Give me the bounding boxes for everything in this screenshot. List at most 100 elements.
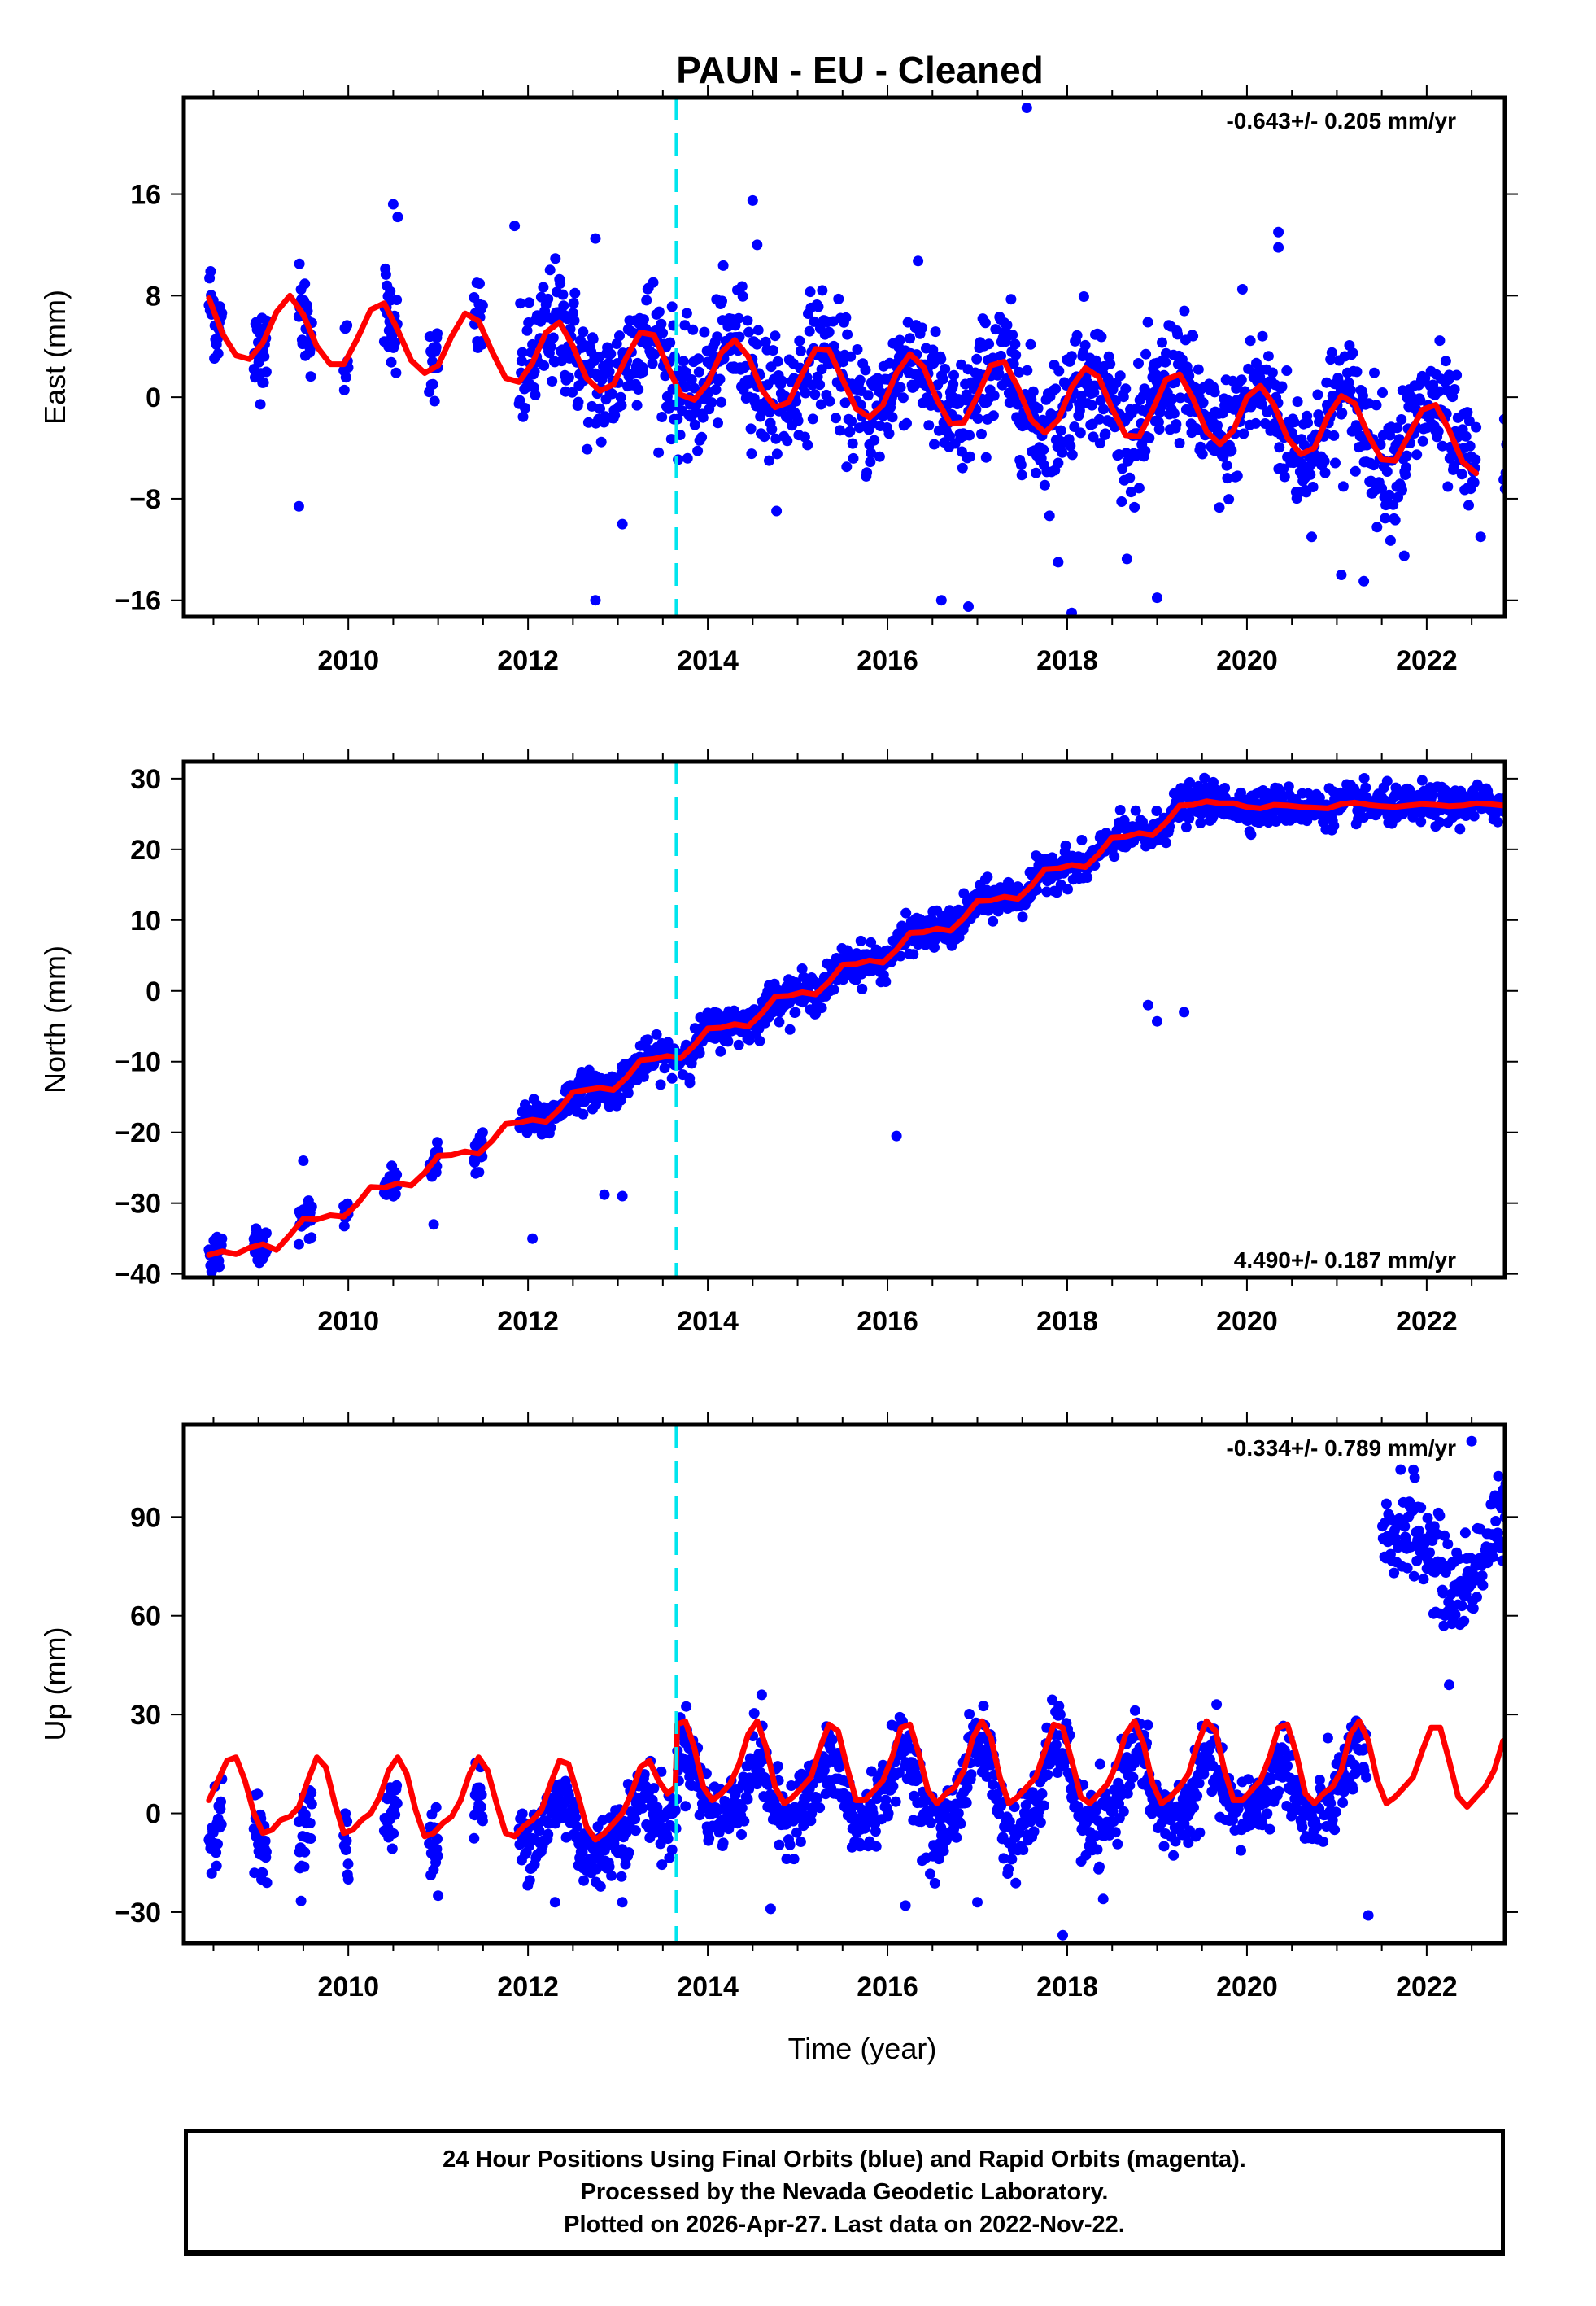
observation-point [1325, 1797, 1337, 1809]
panel-frame [181, 759, 1507, 1280]
observation-point [745, 423, 757, 435]
x-tick-label: 2016 [857, 1306, 918, 1337]
observation-point [1179, 305, 1190, 317]
observation-point [1166, 393, 1178, 404]
observation-point [1140, 348, 1152, 360]
outlier-point [1066, 607, 1077, 617]
observation-point [616, 400, 627, 411]
observation-point [390, 1189, 401, 1200]
observation-point [1109, 851, 1120, 863]
observation-point [1193, 364, 1204, 375]
observation-point [390, 337, 401, 348]
observation-point [630, 1814, 641, 1825]
observation-point [338, 1221, 350, 1232]
observation-point [1292, 396, 1303, 408]
observation-point [978, 1701, 989, 1712]
observation-point [1122, 1788, 1133, 1799]
observation-point [870, 1826, 881, 1837]
observation-point [1399, 1521, 1411, 1532]
observation-point [938, 1845, 949, 1857]
observation-point [391, 295, 403, 305]
observation-point [1010, 1877, 1022, 1889]
observation-point [1474, 0, 1485, 6]
observation-point [1498, 0, 1508, 6]
observation-point [983, 338, 995, 350]
observation-point [742, 315, 753, 326]
observation-point [651, 1029, 662, 1040]
observation-point [1401, 450, 1412, 461]
observation-point [260, 1228, 272, 1238]
outlier-point [1021, 103, 1032, 113]
observation-point [665, 337, 676, 348]
observation-point [833, 293, 844, 304]
observation-point [656, 1859, 668, 1871]
observation-point [659, 1063, 670, 1074]
observation-point [662, 1833, 674, 1845]
observation-point [781, 1854, 792, 1864]
observation-point [880, 1794, 892, 1806]
observation-point [1226, 445, 1237, 456]
observation-point [1142, 317, 1153, 328]
observation-point [1161, 837, 1171, 849]
observation-point [1075, 427, 1086, 439]
observation-point [1036, 1788, 1048, 1799]
observation-point [961, 1797, 972, 1808]
observation-point [633, 384, 644, 395]
observation-point [260, 1846, 272, 1858]
observation-point [1079, 339, 1091, 351]
observation-point [733, 1039, 744, 1050]
observation-point [1473, 0, 1484, 6]
observation-point [1219, 783, 1231, 793]
observation-point [1484, 0, 1494, 6]
observation-point [712, 331, 723, 343]
observation-point [770, 330, 781, 342]
observation-point [630, 1825, 641, 1837]
observation-point [306, 1787, 317, 1798]
observation-point [1491, 0, 1502, 6]
observation-point [1442, 481, 1454, 492]
observation-point [847, 438, 858, 449]
observation-point [216, 1796, 226, 1807]
observation-point [981, 1771, 992, 1782]
x-tick-label: 2016 [857, 645, 918, 676]
outlier-point [1475, 531, 1486, 543]
observation-point [1257, 330, 1268, 342]
observation-point [1444, 369, 1454, 381]
observation-point [669, 1805, 681, 1816]
observation-point [521, 325, 533, 336]
observation-point [1437, 440, 1448, 452]
observation-point [1060, 840, 1071, 851]
observation-point [206, 1867, 217, 1879]
observation-point [752, 325, 764, 336]
observation-point [697, 412, 709, 423]
observation-point [1214, 502, 1225, 513]
observation-point [1380, 513, 1391, 524]
observation-point [342, 1198, 353, 1209]
observation-point [390, 367, 402, 378]
observation-point [1269, 418, 1280, 430]
observation-point [680, 382, 691, 393]
observation-point [799, 431, 810, 443]
observation-point [1360, 782, 1371, 793]
observation-point [925, 1817, 936, 1828]
observation-point [788, 1854, 800, 1865]
observation-point [1195, 818, 1206, 828]
observation-point [933, 1854, 944, 1865]
observation-point [692, 445, 704, 456]
observation-point [1212, 420, 1223, 431]
observation-point [913, 255, 924, 267]
observation-point [1415, 395, 1426, 406]
outlier-point [1398, 550, 1410, 561]
observation-point [386, 1843, 398, 1854]
observation-point [944, 430, 955, 442]
panel-north: 2010 2012 2014 2016 2018 2020 20223020100−10−2… [38, 749, 1518, 1337]
observation-point [530, 389, 541, 400]
observation-point [432, 1833, 443, 1845]
observation-point [900, 907, 912, 919]
observation-point [1170, 1836, 1181, 1847]
observation-point [260, 366, 272, 378]
observation-point [1133, 483, 1145, 494]
observation-point [257, 1867, 268, 1878]
observation-point [430, 1802, 442, 1813]
observation-point [1432, 426, 1444, 437]
